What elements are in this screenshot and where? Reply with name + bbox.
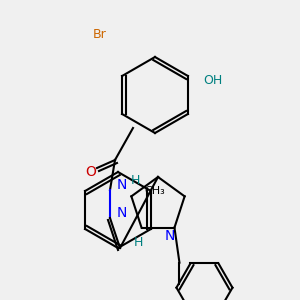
Text: CH₃: CH₃ [144,186,165,196]
Text: H: H [130,173,140,187]
Text: N: N [117,178,127,192]
Text: N: N [117,206,127,220]
Text: H: H [133,236,143,250]
Text: O: O [85,165,96,179]
Text: Br: Br [93,28,107,41]
Text: N: N [164,229,175,243]
Text: OH: OH [203,74,223,86]
